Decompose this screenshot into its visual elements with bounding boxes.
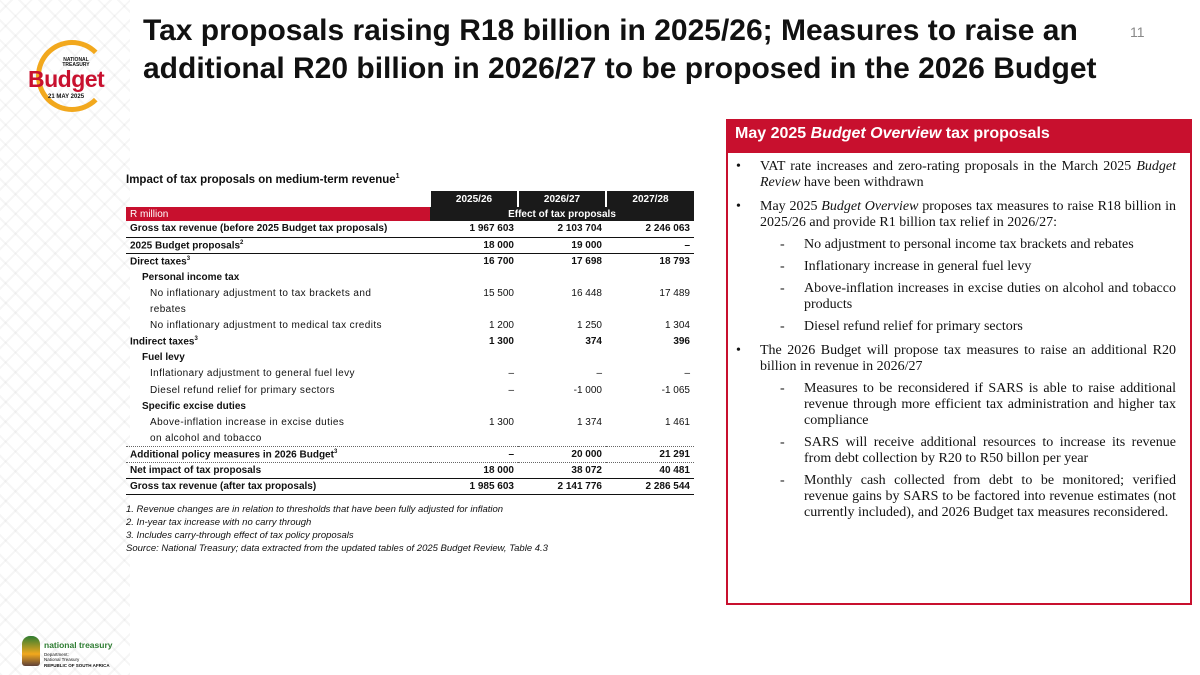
table-row: Additional policy measures in 2026 Budge… <box>126 446 694 464</box>
year-header: 2026/27 <box>517 191 606 208</box>
sub-bullet: - SARS will receive additional resources … <box>780 435 1176 466</box>
table-subheader: R million Effect of tax proposals <box>126 207 694 222</box>
revenue-table: 2025/26 2026/27 2027/28 R million Effect… <box>126 191 694 496</box>
year-header: 2027/28 <box>605 191 694 208</box>
bullet-item: • The 2026 Budget will propose tax measu… <box>736 343 1176 520</box>
table-row: Inflationary adjustment to general fuel … <box>150 368 690 380</box>
table-row: 2025 Budget proposals2 18 000 19 000– <box>126 237 694 254</box>
sub-bullet: - Measures to be reconsidered if SARS is … <box>780 381 1176 428</box>
table-row: Indirect taxes3 1 300 374 396 <box>130 336 690 348</box>
logo-date: 21 MAY 2025 <box>48 94 85 100</box>
unit-label: R million <box>126 207 430 222</box>
sub-bullet: - Diesel refund relief for primary sector… <box>780 319 1023 334</box>
note: 2. In-year tax increase with no carry th… <box>126 517 312 528</box>
logo-budget-text: Budget <box>28 66 105 92</box>
table-row: Net impact of tax proposals 18 000 38 072… <box>126 462 694 480</box>
note: 1. Revenue changes are in relation to th… <box>126 504 504 515</box>
table-row: Above-inflation increase in excise dutie… <box>150 416 690 428</box>
table-row: Gross tax revenue (after tax proposals) … <box>126 478 694 496</box>
table-row: No inflationary adjustment to tax bracke… <box>150 288 690 300</box>
logo-national-treasury: NATIONAL TREASURY <box>62 57 90 68</box>
panel-header: May 2025 Budget Overview tax proposals <box>726 119 1192 151</box>
table-row: Diesel refund relief for primary sectors… <box>150 384 690 396</box>
table-caption: Impact of tax proposals on medium-term r… <box>126 173 400 186</box>
bullet-item: • VAT rate increases and zero-rating pro… <box>736 159 1176 190</box>
page-title: Tax proposals raising R18 billion in 202… <box>143 14 1097 85</box>
sub-bullet: - No adjustment to personal income tax br… <box>780 237 1134 252</box>
national-treasury-logo: national treasury Department: National Tr… <box>22 636 132 670</box>
page-number: 11 <box>1130 24 1145 40</box>
budget-logo: NATIONAL TREASURY Budget 21 MAY 2025 <box>28 40 124 120</box>
coat-of-arms-icon <box>22 636 40 666</box>
table-row: Gross tax revenue (before 2025 Budget ta… <box>126 221 694 238</box>
table-row: No inflationary adjustment to medical ta… <box>150 320 690 332</box>
table-row: Personal income tax <box>142 271 240 283</box>
sub-bullet: - Above-inflation increases in excise dut… <box>780 281 1176 312</box>
year-header: 2025/26 <box>429 191 518 208</box>
bullet-item: • May 2025 Budget Overview proposes tax … <box>736 199 1177 334</box>
tax-proposals-panel: • VAT rate increases and zero-rating pro… <box>726 151 1192 605</box>
note: 3. Includes carry-through effect of tax … <box>126 530 354 541</box>
table-row: rebates <box>150 304 187 316</box>
sub-bullet: - Monthly cash collected from debt to be … <box>780 473 1176 520</box>
table-year-header: 2025/26 2026/27 2027/28 <box>126 191 694 208</box>
source-note: Source: National Treasury; data extracte… <box>126 543 548 554</box>
table-row: Specific excise duties <box>142 400 246 412</box>
sub-bullet: - Inflationary increase in general fuel l… <box>780 259 1032 274</box>
table-notes: 1. Revenue changes are in relation to th… <box>126 503 548 555</box>
logo-ring <box>36 40 108 112</box>
decorative-pattern <box>0 0 130 675</box>
table-row: Fuel levy <box>142 352 185 364</box>
effect-label: Effect of tax proposals <box>430 207 694 222</box>
table-row: on alcohol and tobacco <box>126 430 694 447</box>
table-row: Direct taxes3 16 700 17 698 18 793 <box>130 255 690 268</box>
